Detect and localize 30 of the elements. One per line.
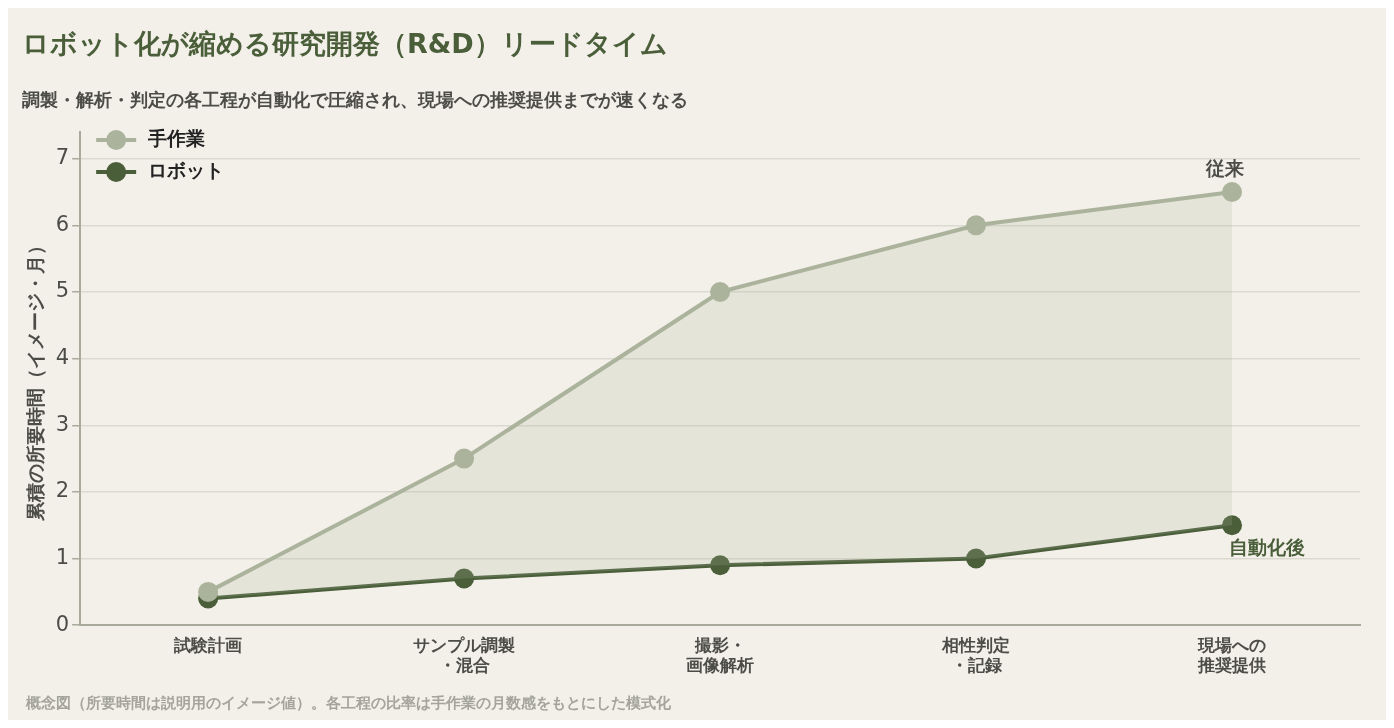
annotation: 自動化後: [1229, 535, 1306, 558]
y-axis-title: 累積の所要時間（イメージ・月）: [24, 236, 47, 523]
annotation: 従来: [1205, 157, 1245, 180]
y-tick-label: 5: [55, 278, 70, 303]
x-tick-label: 相性判定・記録: [941, 634, 1011, 676]
y-tick-label: 0: [55, 611, 70, 636]
point: [710, 555, 731, 576]
y-tick-label: 6: [55, 211, 70, 236]
x-tick-label: 現場への推奨提供: [1197, 634, 1267, 676]
x-tick-label: 試験計画: [173, 634, 243, 655]
x-tick-label: 撮影・画像解析: [686, 634, 755, 676]
legend-label: 手作業: [147, 126, 206, 149]
y-tick-label: 4: [55, 345, 70, 370]
y-tick-label: 2: [55, 478, 70, 503]
point: [1222, 181, 1243, 202]
chart-subtitle: 調製・解析・判定の各工程が自動化で圧縮され、現場への推奨提供までが速くなる: [22, 88, 688, 110]
point: [454, 448, 475, 469]
x-tick-label: サンプル調製・混合: [413, 634, 516, 676]
point: [966, 548, 987, 569]
y-tick-label: 3: [55, 411, 70, 436]
point: [710, 281, 731, 302]
y-tick-label: 7: [55, 145, 70, 170]
y-tick-label: 1: [55, 545, 70, 569]
chart-title: ロボット化が縮める研究開発（R&D）リードタイム: [22, 28, 668, 60]
legend-label: ロボット: [148, 158, 225, 181]
point: [1222, 515, 1243, 536]
text: 概念図（所要時間は説明用のイメージ値）。各工程の比率は手作業の月数感をもとにした模式化: [25, 694, 672, 713]
point: [966, 215, 987, 236]
point: [198, 581, 219, 602]
point: [454, 568, 475, 589]
